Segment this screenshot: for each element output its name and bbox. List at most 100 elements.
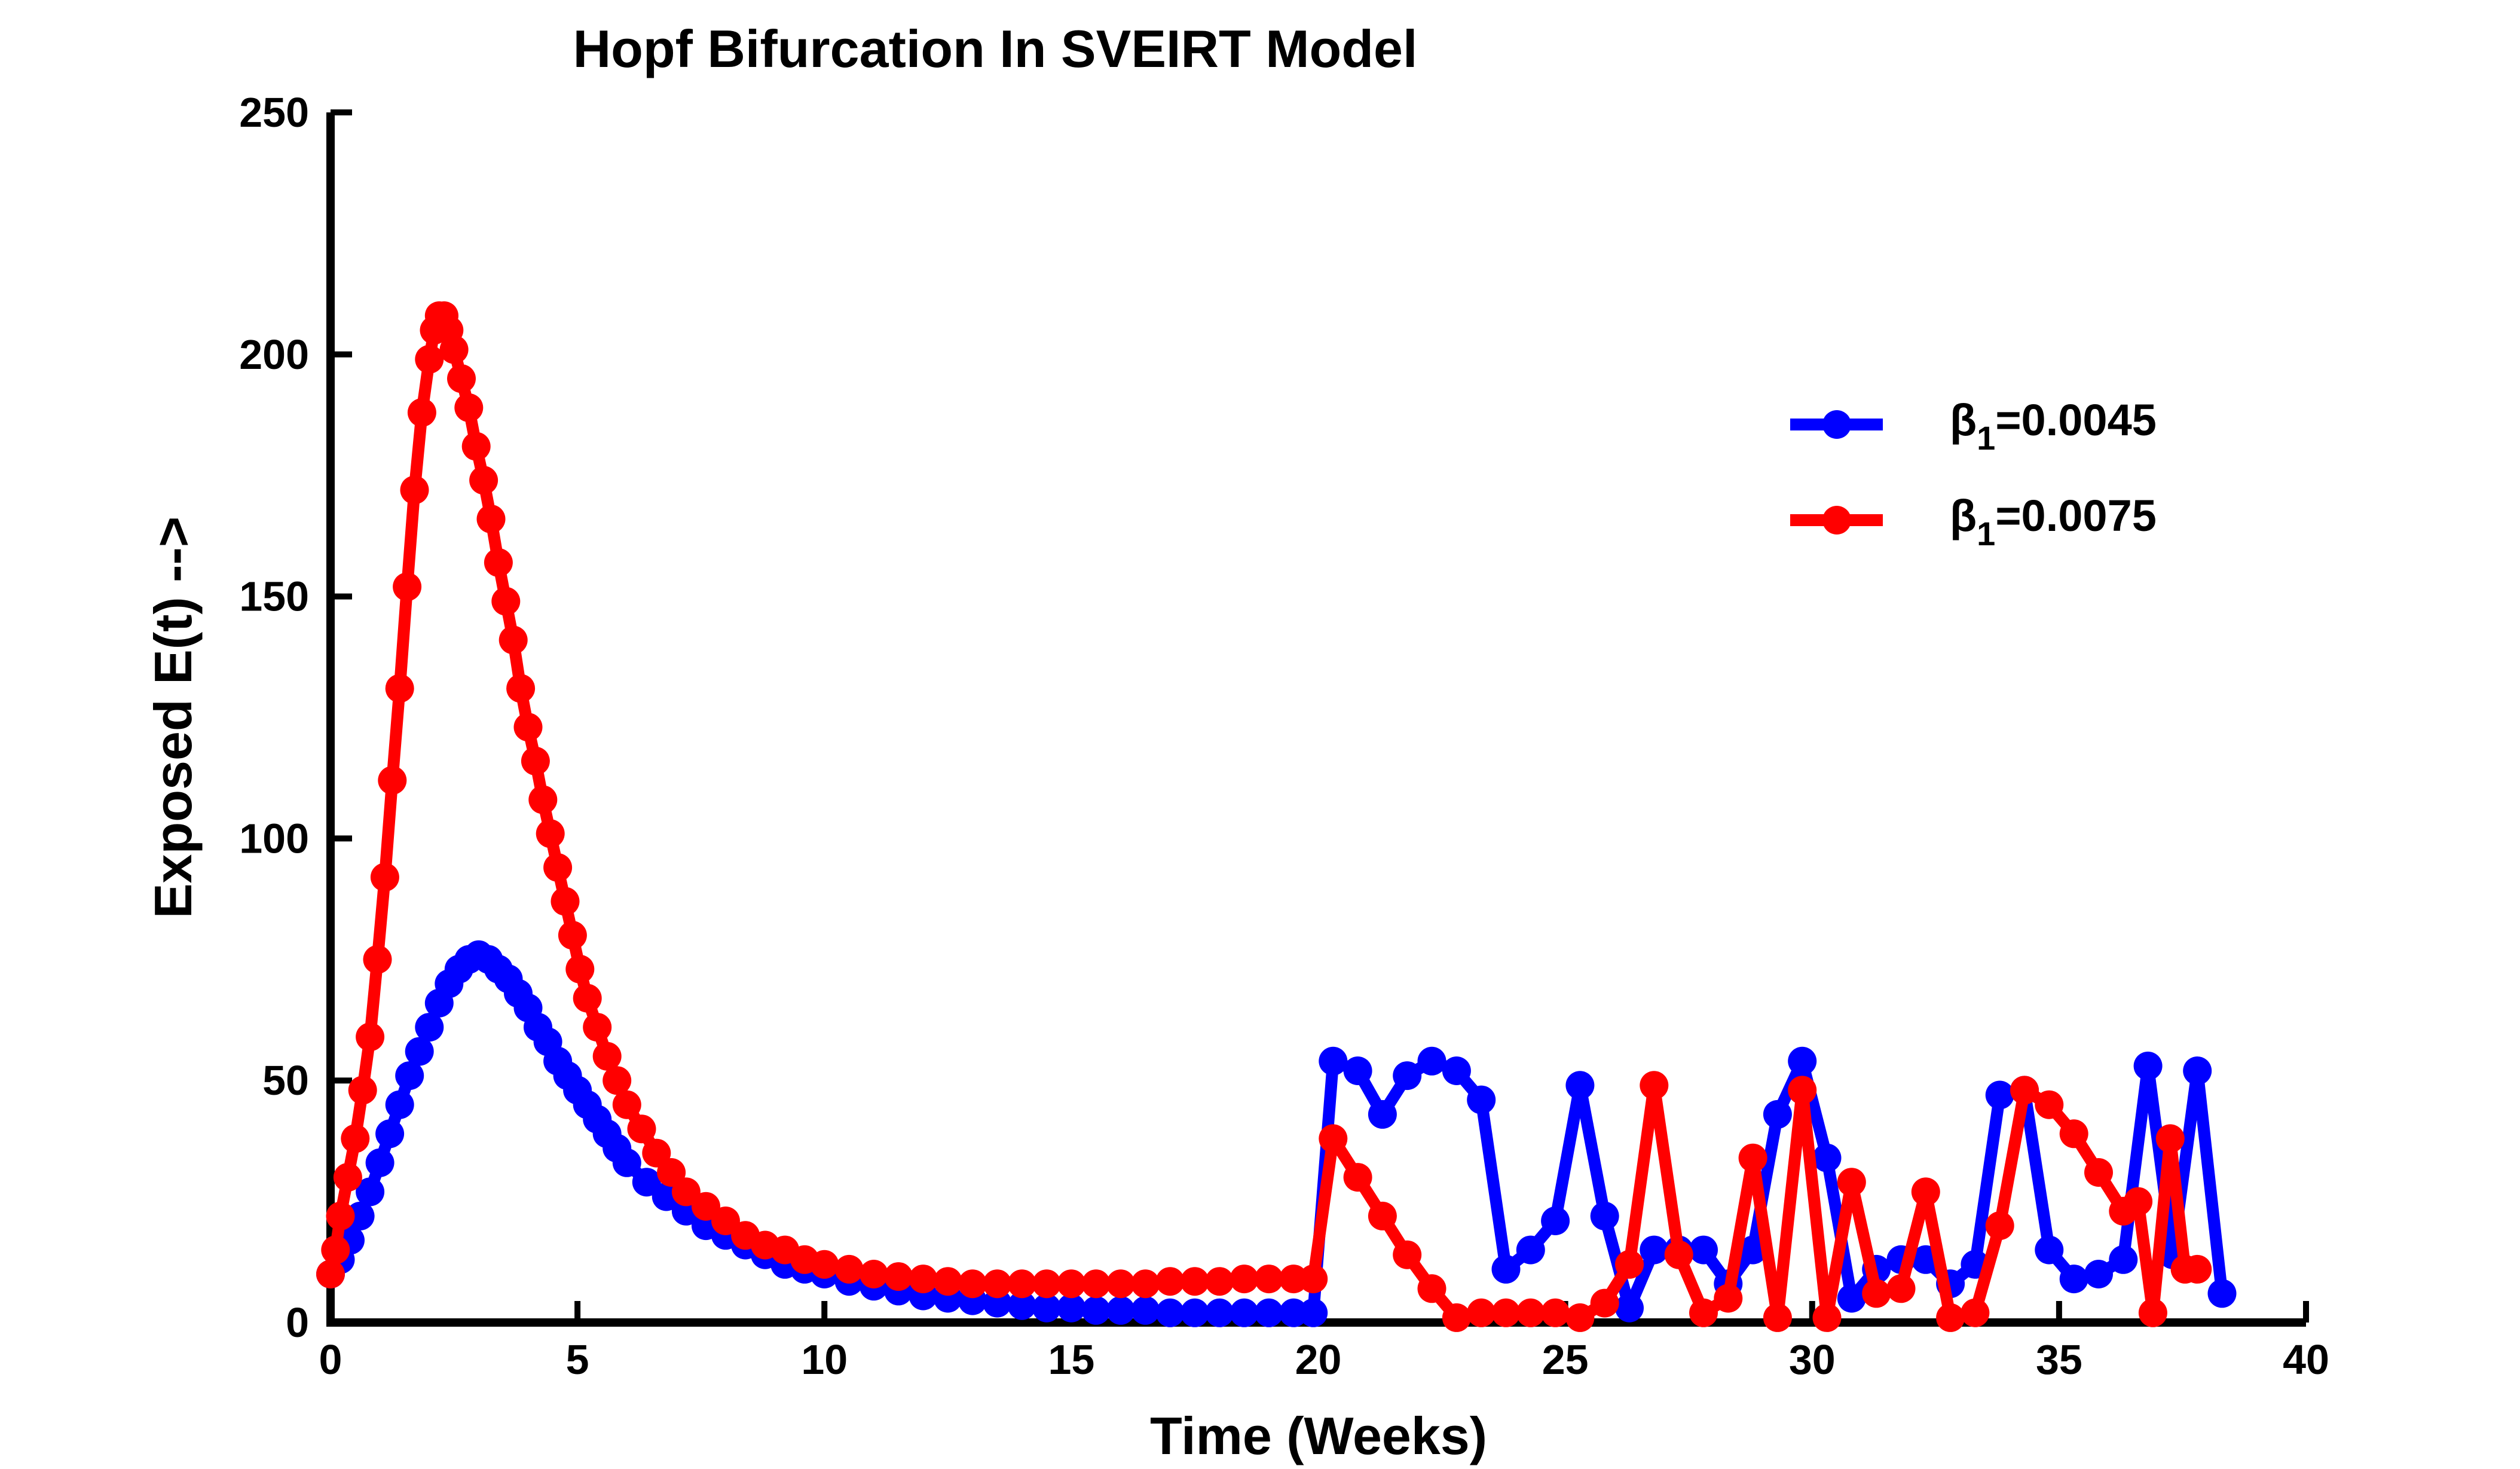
series-1-point [1615,1293,1644,1323]
x-tick-label: 30 [1789,1336,1836,1383]
series-2-point [370,863,399,892]
series-2-point [469,466,499,495]
series-2-point [528,785,558,814]
legend-marker-1 [1822,410,1851,439]
series-1-point [1254,1298,1283,1327]
series-2-point [1279,1265,1308,1294]
series-2-point [573,984,602,1013]
series-1-point [1467,1085,1496,1114]
series-1-point [1343,1056,1372,1085]
series-2-point [513,713,543,742]
legend-entry-1: β1=0.0045 [1790,395,2157,457]
series-2-point [1689,1298,1718,1327]
series-2-point [1467,1298,1496,1327]
series-2-point [1788,1076,1817,1105]
series-2-point [2059,1119,2088,1149]
series-2-point [1254,1265,1283,1294]
series-1-point [1155,1298,1185,1327]
series-1-point [1393,1061,1422,1091]
series-2-point [1961,1298,1990,1327]
y-tick-label: 250 [239,89,309,136]
series-1-point [1985,1080,2014,1110]
series-1-point [385,1090,414,1119]
legend-label-2-main: β [1950,491,1977,540]
series-2-point [1664,1240,1693,1269]
series-1-point [1279,1298,1308,1327]
series-2-point [592,1042,622,1071]
x-tick-label: 20 [1295,1336,1342,1383]
series-2-point [1491,1298,1521,1327]
series-2-point [1007,1269,1036,1299]
series-1-point [1442,1056,1471,1085]
series-2-point [1442,1303,1471,1332]
series-2-point [461,432,491,461]
series-2-point [1106,1269,1135,1299]
series-2-point [1155,1267,1185,1296]
series-2-point [859,1260,888,1288]
series-2-point [558,921,587,950]
series-1-point [2035,1235,2064,1265]
series-1-point [2133,1051,2163,1080]
series-2-point [356,1022,385,1052]
legend: β1=0.0045 β1=0.0075 [1790,395,2157,552]
series-2-point [603,1066,632,1095]
series-2-point [1368,1201,1397,1230]
series-1-point [2059,1265,2088,1294]
series-2-point [407,398,436,427]
series-2-point [2084,1158,2113,1187]
series-2-point [476,505,506,534]
series-2-point [454,393,484,422]
series-2-point [1032,1269,1062,1299]
series-2-point [1862,1279,1891,1308]
series-2-point [958,1269,987,1299]
series-2-point [1516,1298,1545,1327]
series-2-point [1886,1274,1916,1303]
series-2-point [671,1177,701,1207]
series-1-point [2084,1260,2113,1288]
series-2-point [933,1267,962,1296]
series-2-point [884,1262,913,1291]
series-1-point [1230,1298,1259,1327]
series-2-point [2035,1090,2064,1119]
series-2 [316,301,2212,1332]
series-1-point [1837,1284,1866,1313]
series-1-point [365,1148,394,1177]
series-2-point [439,335,469,364]
series-2-point [1057,1269,1086,1299]
x-tick-label: 40 [2283,1336,2329,1383]
series-2-point [348,1076,377,1105]
series-2-point [1911,1177,1940,1207]
series-1-point [1106,1296,1135,1325]
x-tick-label: 35 [2036,1336,2082,1383]
series-1-point [1640,1235,1669,1265]
series-2-point [1590,1288,1619,1318]
y-tick-label: 100 [239,815,309,862]
series-1-point [612,1148,641,1177]
series-2-point [810,1250,839,1279]
series-2-point [983,1269,1012,1299]
series-2-point [400,475,429,505]
series-2-point [499,625,528,655]
series-2-point [1837,1168,1866,1197]
y-tick-label: 0 [286,1299,309,1346]
series-2-point [909,1265,938,1294]
series-2-point [1763,1303,1792,1332]
legend-label-2-value: =0.0075 [1995,491,2157,540]
series-1-point [1180,1298,1209,1327]
series-2-point [1180,1267,1209,1296]
series-1-point [356,1177,385,1207]
legend-label-2-sub: 1 [1977,515,1995,552]
series-2-point [1205,1267,1234,1296]
series-2-point [1738,1143,1767,1172]
series-2-point [491,587,521,616]
x-tick-label: 15 [1048,1336,1094,1383]
series-1-point [1299,1298,1328,1327]
series-1-point [1081,1296,1111,1325]
series-2-point [583,1013,612,1042]
series-1-point [395,1061,424,1091]
series-2-point [385,674,414,703]
series-1-point [1763,1100,1792,1129]
series-2-point [363,945,392,974]
x-tick-label: 10 [801,1336,848,1383]
legend-marker-2 [1822,506,1851,535]
